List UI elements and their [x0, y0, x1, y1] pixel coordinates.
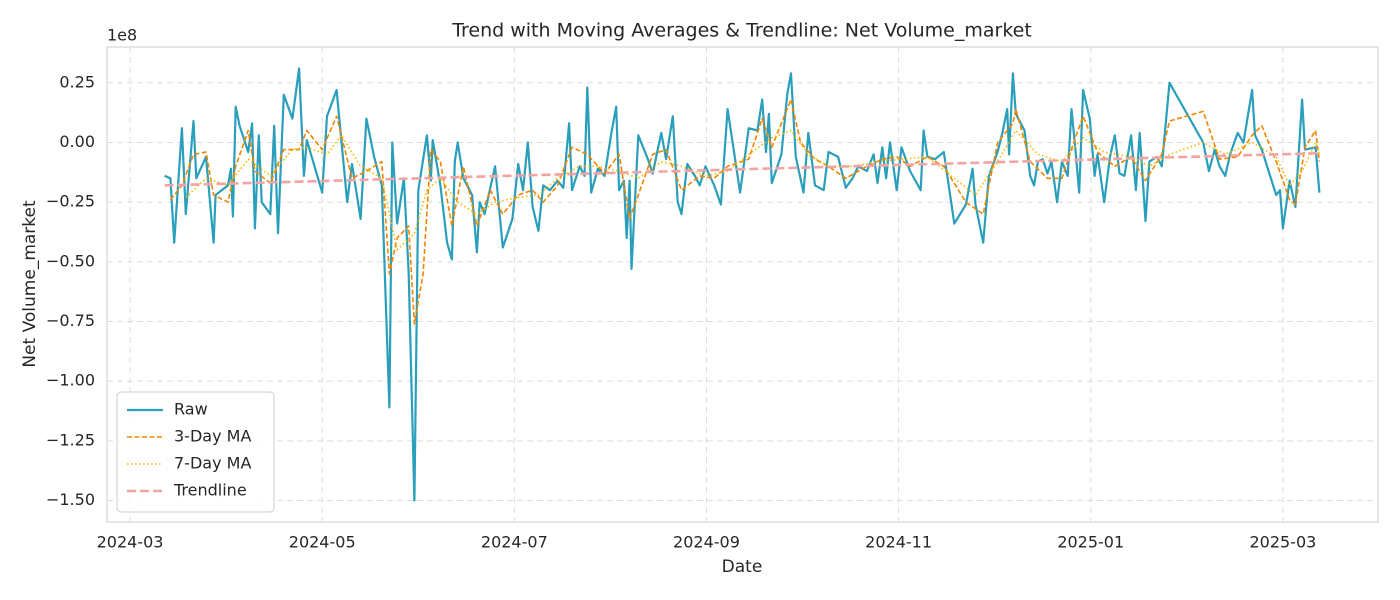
x-tick-label: 2024-07: [481, 533, 548, 552]
series-line: [185, 129, 1321, 251]
y-tick-label: −0.50: [46, 251, 95, 270]
y-tick-label: 0.25: [59, 72, 95, 91]
y-tick-label: 0.00: [59, 132, 95, 151]
legend-label: Trendline: [173, 481, 247, 500]
x-tick-label: 2024-03: [97, 533, 164, 552]
x-tick-label: 2025-01: [1057, 533, 1124, 552]
y-axis-label: Net Volume_market: [20, 200, 40, 368]
x-tick-label: 2024-09: [673, 533, 740, 552]
series-line: [164, 151, 1320, 187]
series-line: [164, 67, 1321, 502]
legend-label: Raw: [174, 400, 208, 419]
grid: [107, 47, 1378, 522]
lines: [164, 67, 1321, 502]
x-tick-label: 2025-03: [1249, 533, 1316, 552]
legend: Raw 3-Day MA 7-Day MA Trendline: [116, 391, 275, 513]
legend-box: [116, 391, 275, 513]
chart-title: Trend with Moving Averages & Trendline: …: [451, 20, 1032, 42]
y-tick-label: −0.75: [46, 311, 95, 330]
x-axis-label: Date: [722, 557, 763, 577]
y-tick-label: −1.50: [46, 490, 95, 509]
legend-label: 7-Day MA: [174, 454, 251, 473]
y-tick-label: −1.25: [46, 430, 95, 449]
x-tick-label: 2024-05: [289, 533, 356, 552]
legend-label: 3-Day MA: [174, 427, 251, 446]
plot-frame: [106, 46, 1379, 523]
y-offset-label: 1e8: [107, 26, 137, 45]
y-tick-label: −1.00: [46, 371, 95, 390]
x-tick-label: 2024-11: [865, 533, 932, 552]
series-line: [169, 98, 1321, 325]
y-tick-label: −0.25: [46, 192, 95, 211]
